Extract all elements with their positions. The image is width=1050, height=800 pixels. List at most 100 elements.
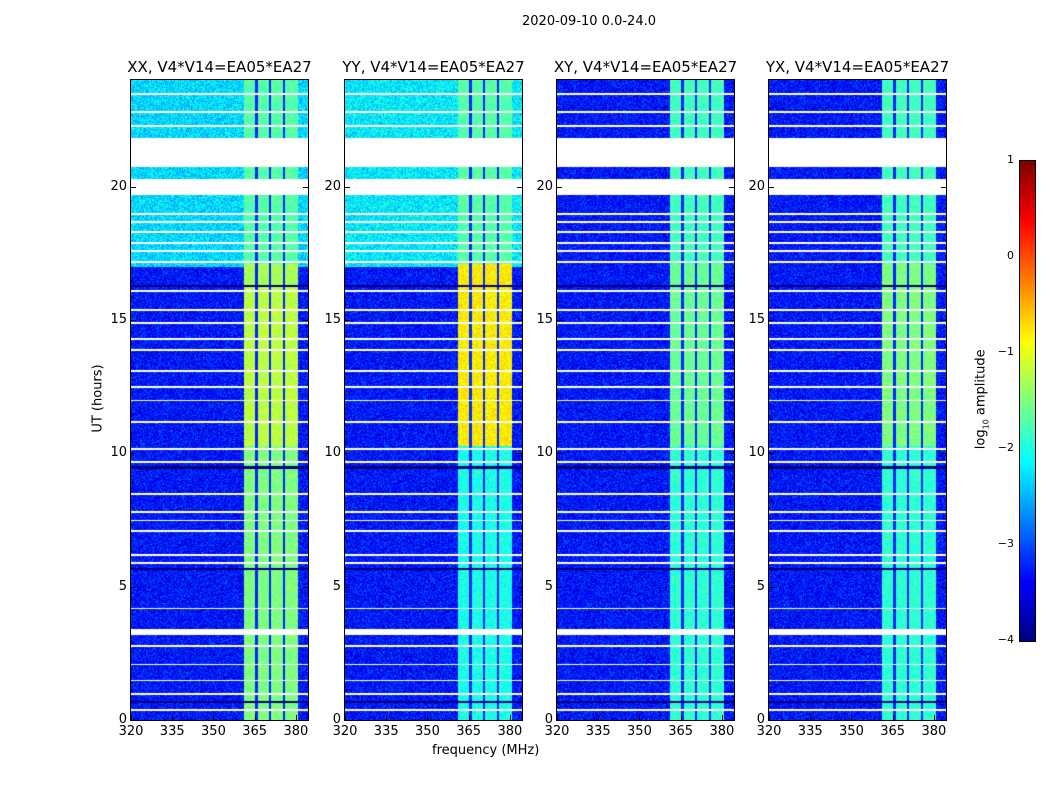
x-axis-label: frequency (MHz): [432, 743, 540, 758]
x-tick-label: 335: [797, 724, 823, 739]
y-tick-label: 0: [544, 712, 553, 727]
x-tick-mark: [557, 715, 558, 720]
y-tick-mark: [517, 453, 522, 455]
y-tick-label: 0: [756, 712, 765, 727]
panel-title: XX, V4*V14=EA05*EA27: [127, 58, 312, 76]
x-tick-label: 365: [456, 724, 482, 739]
x-tick-mark: [933, 715, 935, 720]
y-tick-label: 20: [110, 178, 127, 194]
heatmap-panel-yx: [768, 79, 947, 721]
y-tick-mark: [941, 586, 946, 588]
x-tick-label: 380: [283, 724, 309, 739]
y-tick-mark: [345, 720, 350, 721]
x-tick-label: 350: [627, 724, 652, 739]
colorbar-tick-label: −3: [997, 537, 1014, 550]
y-tick-mark: [131, 453, 136, 455]
x-tick-mark: [213, 715, 215, 720]
y-tick-label: 0: [332, 712, 341, 727]
y-tick-mark: [131, 586, 136, 588]
colorbar-tick-label: −2: [997, 441, 1014, 454]
panel-title: YX, V4*V14=EA05*EA27: [765, 58, 950, 76]
y-tick-mark: [517, 320, 522, 321]
x-tick-label: 335: [373, 724, 399, 739]
x-tick-label: 350: [201, 724, 226, 739]
panel-title: XY, V4*V14=EA05*EA27: [553, 58, 738, 76]
y-tick-mark: [941, 453, 946, 455]
y-tick-mark: [941, 186, 946, 188]
x-tick-mark: [721, 715, 723, 720]
x-tick-mark: [851, 715, 853, 720]
heatmap-panel-xy: [556, 79, 735, 721]
heatmap-image: [131, 80, 308, 720]
y-tick-label: 5: [332, 578, 341, 594]
colorbar: [1019, 160, 1036, 642]
y-tick-mark: [303, 586, 308, 588]
x-tick-label: 365: [668, 724, 694, 739]
y-tick-mark: [557, 453, 562, 455]
y-tick-mark: [517, 720, 522, 721]
y-tick-mark: [131, 320, 136, 321]
colorbar-tick-label: −4: [997, 633, 1014, 646]
x-tick-mark: [172, 715, 174, 720]
x-tick-label: 380: [497, 724, 523, 739]
y-tick-mark: [345, 320, 350, 321]
heatmap-image: [557, 80, 734, 720]
y-tick-label: 5: [118, 578, 127, 594]
y-tick-label: 15: [748, 312, 765, 327]
y-tick-mark: [769, 186, 774, 188]
x-tick-label: 350: [839, 724, 864, 739]
x-tick-label: 335: [585, 724, 611, 739]
x-tick-mark: [639, 715, 641, 720]
x-tick-label: 380: [709, 724, 735, 739]
x-tick-mark: [254, 715, 256, 720]
heatmap-image: [769, 80, 946, 720]
x-tick-label: 335: [159, 724, 185, 739]
y-tick-mark: [517, 586, 522, 588]
y-tick-mark: [557, 186, 562, 188]
x-tick-label: 320: [332, 724, 358, 739]
y-tick-mark: [769, 586, 774, 588]
x-tick-label: 350: [415, 724, 440, 739]
y-tick-mark: [729, 186, 734, 188]
y-tick-mark: [345, 186, 350, 188]
y-tick-label: 0: [118, 712, 127, 727]
y-tick-label: 10: [110, 445, 127, 461]
y-tick-mark: [557, 320, 562, 321]
x-tick-mark: [131, 715, 132, 720]
y-tick-label: 20: [324, 178, 341, 194]
x-tick-label: 320: [544, 724, 570, 739]
y-tick-mark: [769, 453, 774, 455]
x-tick-mark: [345, 715, 346, 720]
y-tick-mark: [729, 720, 734, 721]
y-tick-mark: [345, 453, 350, 455]
heatmap-panel-yy: [344, 79, 523, 721]
y-tick-mark: [345, 586, 350, 588]
y-tick-mark: [131, 720, 136, 721]
colorbar-tick-label: 1: [1007, 153, 1014, 166]
y-tick-label: 15: [110, 312, 127, 327]
y-tick-label: 20: [536, 178, 553, 194]
y-tick-mark: [303, 186, 308, 188]
x-tick-mark: [892, 715, 894, 720]
y-tick-label: 5: [756, 578, 765, 594]
y-tick-mark: [557, 586, 562, 588]
x-tick-mark: [598, 715, 600, 720]
y-tick-mark: [941, 720, 946, 721]
figure-title: 2020-09-10 0.0-24.0: [522, 14, 656, 29]
heatmap-image: [345, 80, 522, 720]
x-tick-label: 320: [756, 724, 782, 739]
y-tick-mark: [131, 186, 136, 188]
panel-title: YY, V4*V14=EA05*EA27: [342, 58, 525, 76]
y-tick-mark: [729, 320, 734, 321]
y-tick-mark: [303, 320, 308, 321]
x-tick-mark: [769, 715, 770, 720]
y-tick-mark: [303, 453, 308, 455]
y-tick-mark: [303, 720, 308, 721]
y-tick-label: 20: [748, 178, 765, 194]
y-tick-mark: [729, 453, 734, 455]
y-tick-mark: [769, 720, 774, 721]
x-tick-mark: [468, 715, 470, 720]
x-tick-label: 365: [880, 724, 906, 739]
x-tick-label: 365: [242, 724, 268, 739]
